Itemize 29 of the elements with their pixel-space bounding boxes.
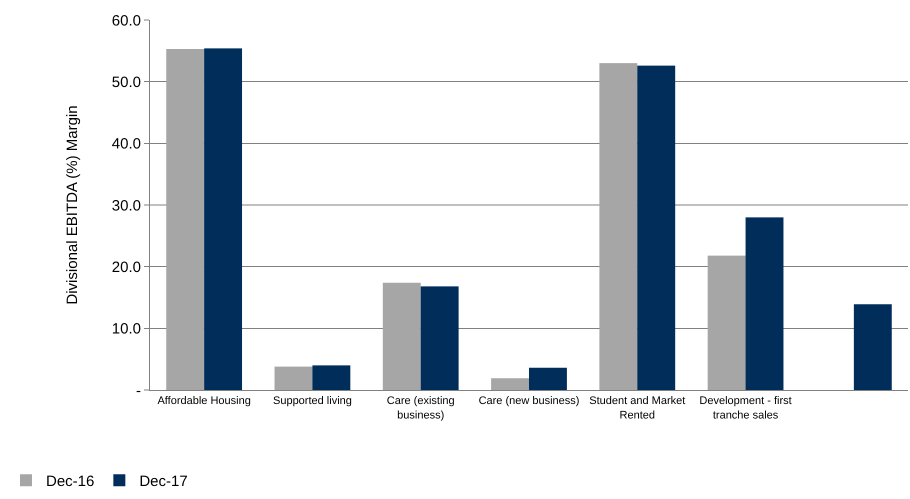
- bar: [204, 48, 242, 390]
- bar: [491, 378, 529, 390]
- bar: [382, 282, 421, 390]
- x-tick-label: Affordable Housing: [157, 395, 251, 408]
- bar: [708, 256, 746, 390]
- y-tick-label: 10.0: [112, 320, 141, 338]
- y-tick-label: -: [136, 382, 141, 400]
- y-tick-label: 60.0: [112, 12, 141, 30]
- y-tick-label: 50.0: [112, 74, 141, 91]
- bar: [166, 48, 204, 390]
- bar: [529, 368, 567, 390]
- bar: [312, 365, 350, 390]
- x-tick-label: Care (new business): [478, 395, 580, 408]
- bar: [420, 286, 459, 390]
- x-tick-label: Development - first tranche sales: [699, 395, 792, 422]
- y-tick-label: 40.0: [112, 136, 141, 153]
- y-axis-title: Divisional EBITDA (%) Margin: [64, 105, 82, 305]
- x-tick-label: Supported living: [272, 395, 352, 408]
- y-tick-label: 20.0: [112, 258, 141, 276]
- bar: [637, 66, 676, 390]
- x-tick-label: Student and Market Rented: [589, 395, 686, 422]
- bar: [746, 217, 784, 390]
- y-tick-label: 30.0: [112, 197, 141, 214]
- legend-label: Dec-17: [139, 473, 188, 490]
- legend-label: Dec-16: [46, 473, 94, 490]
- bar: [599, 63, 638, 390]
- bar: [854, 304, 892, 390]
- bar: [274, 366, 312, 390]
- x-tick-label: Care (existing business): [386, 395, 455, 422]
